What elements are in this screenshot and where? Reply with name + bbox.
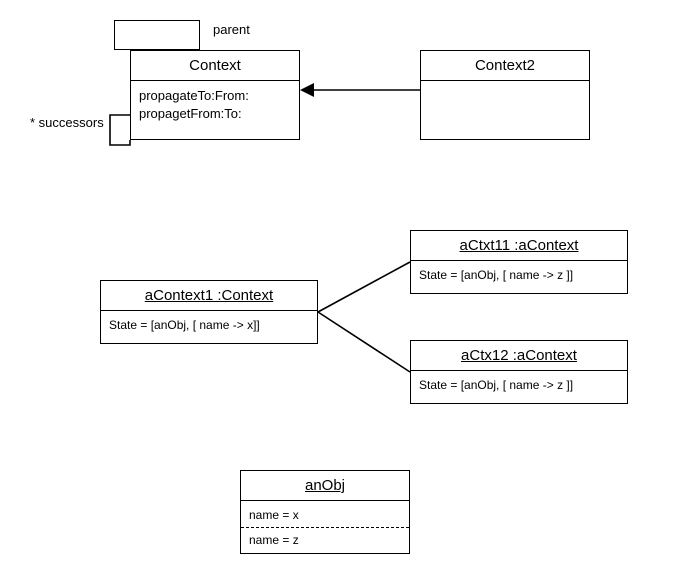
anobj-line-2: name = z xyxy=(249,532,401,548)
method-propaget-from-to: propagetFrom:To: xyxy=(139,105,291,123)
parent-label: parent xyxy=(213,22,250,37)
class-context2: Context2 xyxy=(420,50,590,140)
method-propagate-to-from: propagateTo:From: xyxy=(139,87,291,105)
instance-anobj-body: name = x name = z xyxy=(241,501,409,554)
instance-acontext1-title: aContext1 :Context xyxy=(101,281,317,311)
instance-anobj-title: anObj xyxy=(241,471,409,501)
parent-tab-box xyxy=(114,20,200,50)
class-context-title: Context xyxy=(131,51,299,81)
anobj-line-1: name = x xyxy=(249,507,401,523)
instance-actx12: aCtx12 :aContext State = [anObj, [ name … xyxy=(410,340,628,404)
instance-anobj: anObj name = x name = z xyxy=(240,470,410,554)
class-context2-title: Context2 xyxy=(421,51,589,81)
instance-actx12-state: State = [anObj, [ name -> z ]] xyxy=(411,371,627,399)
instance-actxt11-state: State = [anObj, [ name -> z ]] xyxy=(411,261,627,289)
class-context2-body xyxy=(421,81,589,93)
edge-self-loop-successors xyxy=(110,115,130,145)
edge-acontext1-actx12 xyxy=(318,312,410,372)
instance-actxt11-title: aCtxt11 :aContext xyxy=(411,231,627,261)
instance-actx12-title: aCtx12 :aContext xyxy=(411,341,627,371)
dashed-separator xyxy=(241,527,409,528)
class-context: Context propagateTo:From: propagetFrom:T… xyxy=(130,50,300,140)
arrowhead-icon xyxy=(300,83,314,97)
class-context-body: propagateTo:From: propagetFrom:To: xyxy=(131,81,299,128)
instance-actxt11: aCtxt11 :aContext State = [anObj, [ name… xyxy=(410,230,628,294)
instance-acontext1-state: State = [anObj, [ name -> x]] xyxy=(101,311,317,339)
successors-label: * successors xyxy=(30,115,104,130)
edge-acontext1-actxt11 xyxy=(318,262,410,312)
instance-acontext1: aContext1 :Context State = [anObj, [ nam… xyxy=(100,280,318,344)
